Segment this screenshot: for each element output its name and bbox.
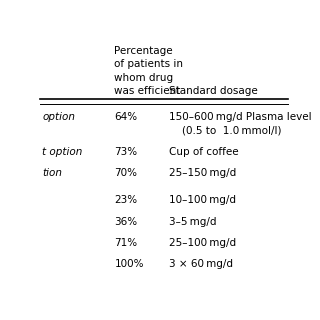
Text: 25–100 mg/d: 25–100 mg/d — [169, 238, 236, 248]
Text: t option: t option — [43, 147, 83, 157]
Text: of patients in: of patients in — [115, 59, 183, 69]
Text: 73%: 73% — [115, 147, 138, 157]
Text: 100%: 100% — [115, 259, 144, 269]
Text: 3 × 60 mg/d: 3 × 60 mg/d — [169, 259, 233, 269]
Text: 70%: 70% — [115, 168, 137, 178]
Text: 71%: 71% — [115, 238, 138, 248]
Text: 25–150 mg/d: 25–150 mg/d — [169, 168, 236, 178]
Text: 3–5 mg/d: 3–5 mg/d — [169, 217, 216, 227]
Text: 10–100 mg/d: 10–100 mg/d — [169, 195, 236, 205]
Text: 64%: 64% — [115, 112, 138, 122]
Text: option: option — [43, 112, 76, 122]
Text: Percentage: Percentage — [115, 46, 173, 56]
Text: 36%: 36% — [115, 217, 138, 227]
Text: 23%: 23% — [115, 195, 138, 205]
Text: was efficient: was efficient — [115, 86, 181, 96]
Text: 150–600 mg/d Plasma level
    (0.5 to  1.0 mmol/l): 150–600 mg/d Plasma level (0.5 to 1.0 mm… — [169, 112, 312, 135]
Text: whom drug: whom drug — [115, 73, 173, 83]
Text: Standard dosage: Standard dosage — [169, 86, 258, 96]
Text: tion: tion — [43, 168, 62, 178]
Text: Cup of coffee: Cup of coffee — [169, 147, 239, 157]
